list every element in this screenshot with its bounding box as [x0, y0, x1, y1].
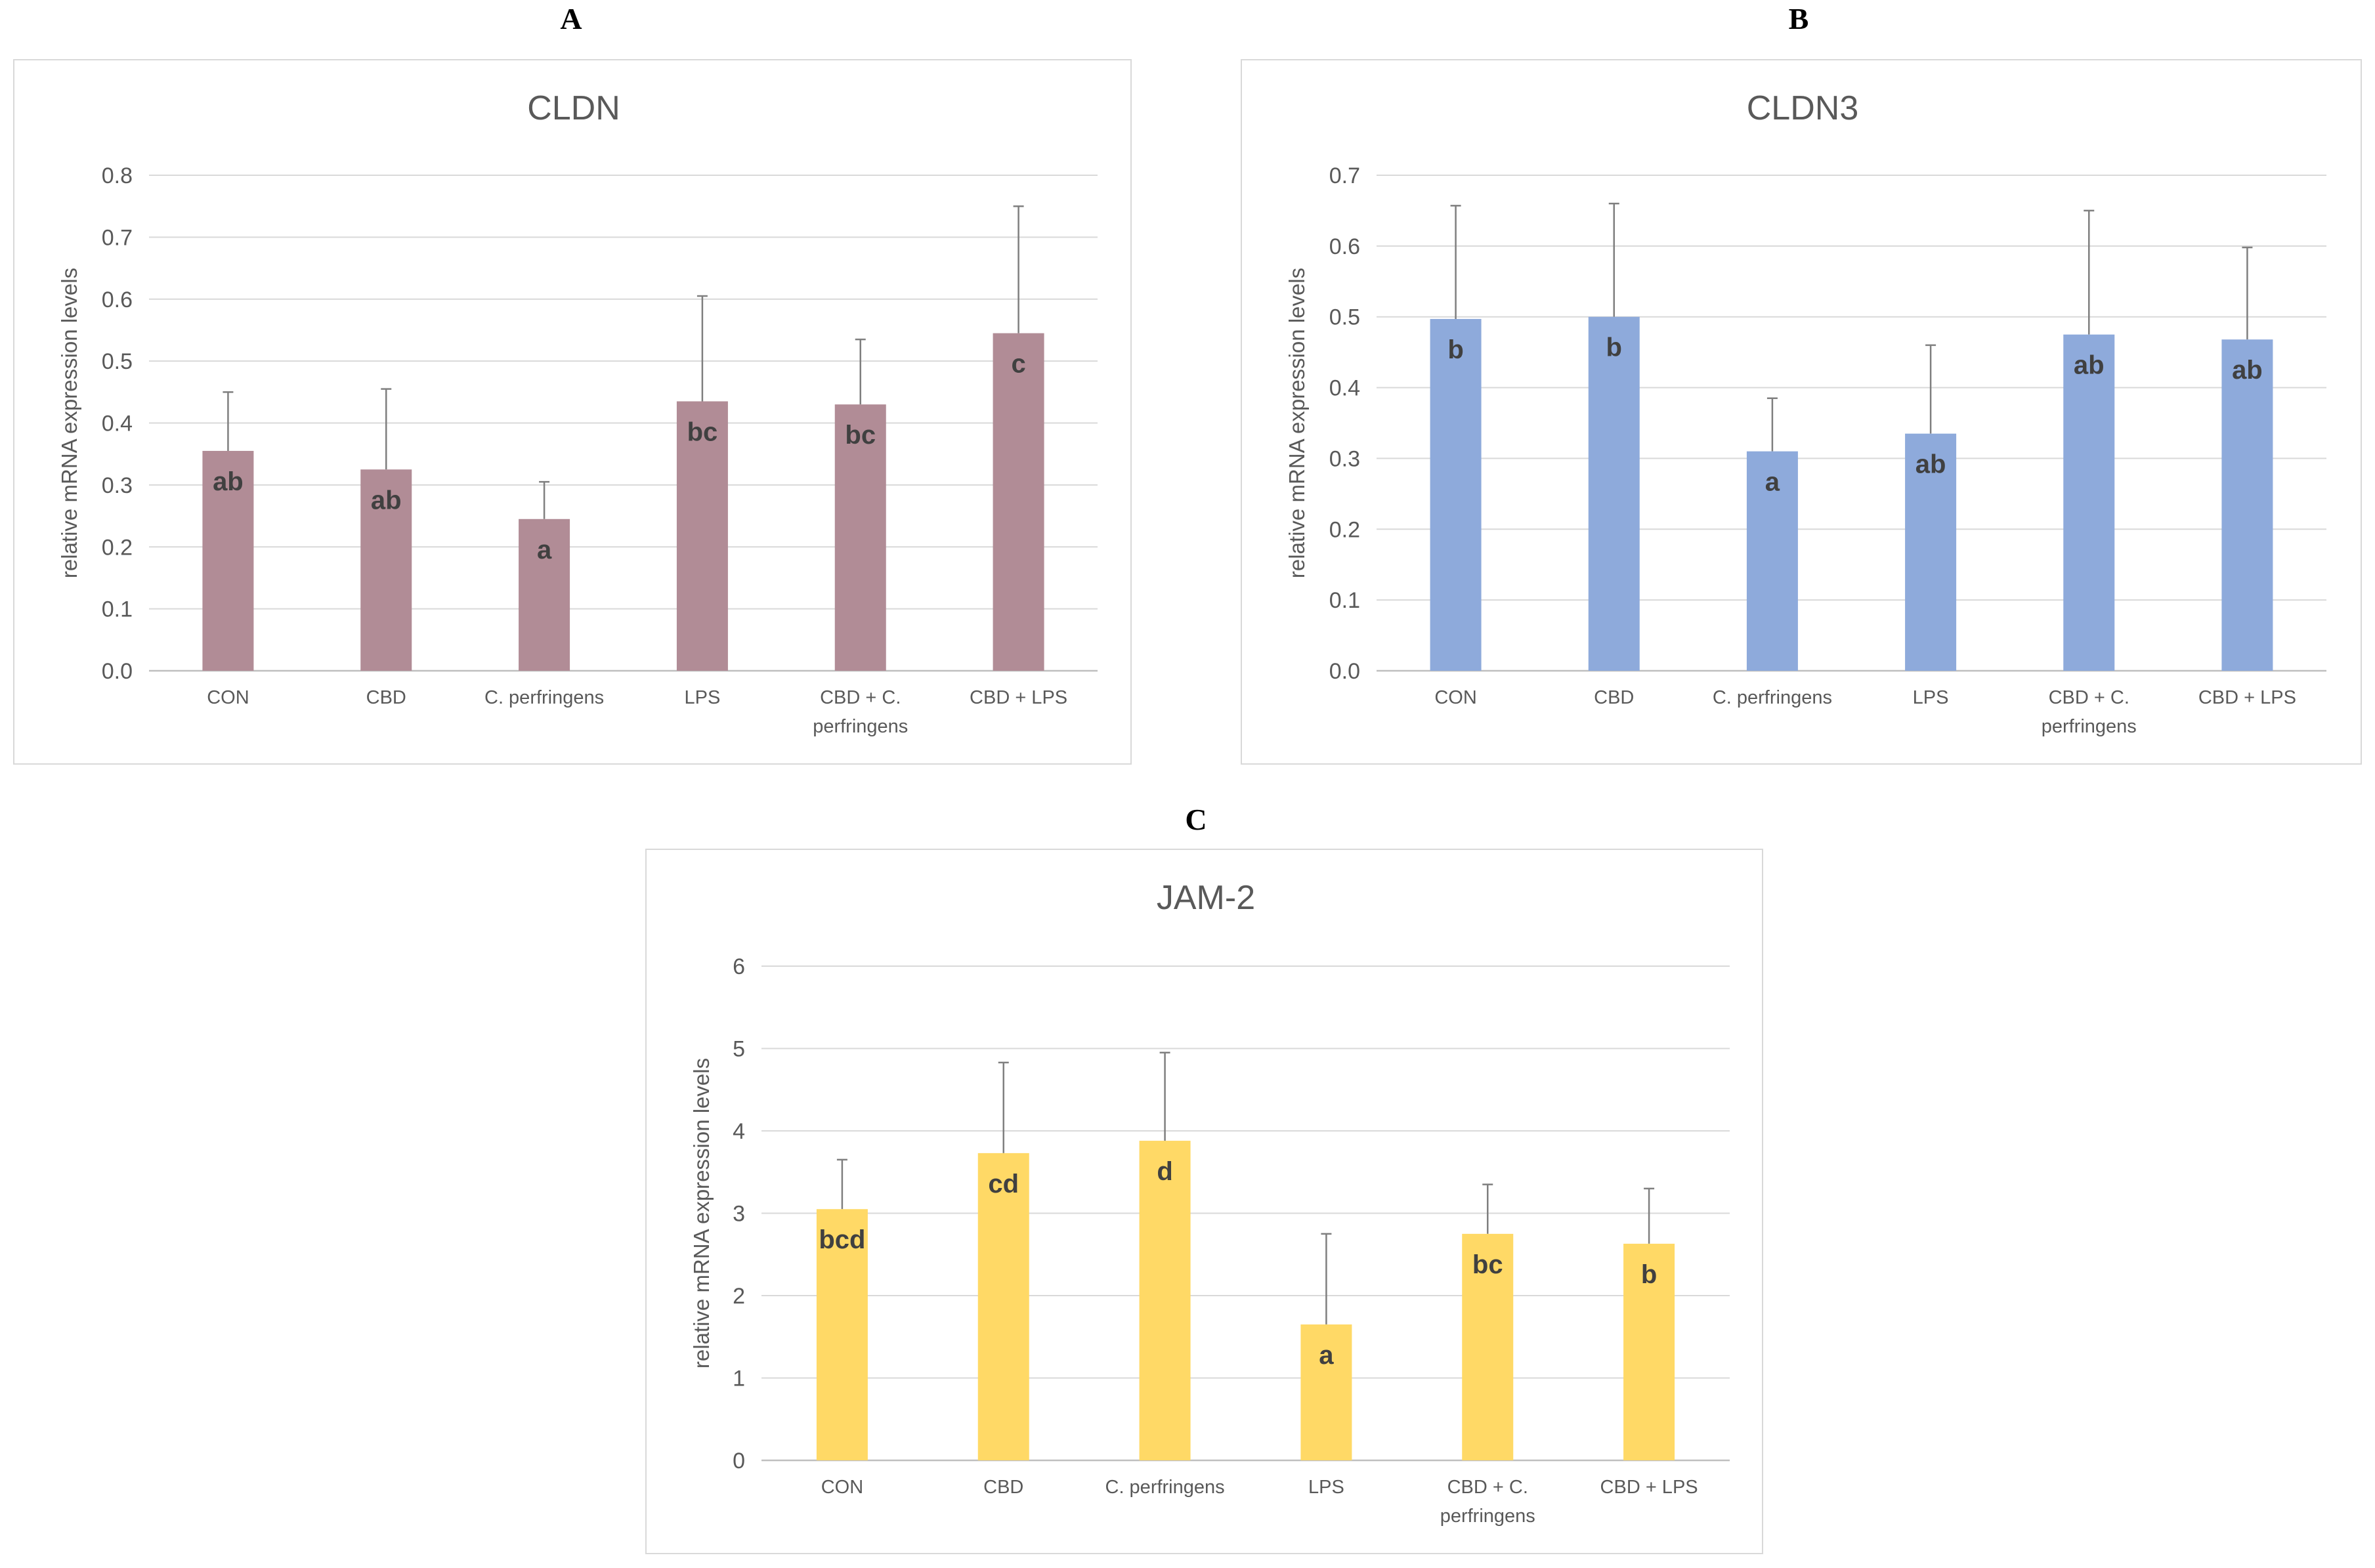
bar — [1905, 433, 1957, 671]
significance-letter: bc — [845, 421, 876, 450]
chart-title: CLDN3 — [1747, 89, 1859, 127]
y-tick-label: 0.6 — [102, 287, 133, 312]
panel-letter-b: B — [1788, 2, 1809, 35]
significance-letter: ab — [371, 486, 402, 515]
y-tick-label: 0.2 — [102, 535, 133, 560]
bar — [1588, 316, 1640, 671]
chart-title: JAM-2 — [1157, 879, 1255, 917]
y-tick-label: 0.7 — [102, 225, 133, 250]
y-tick-label: 0.6 — [1329, 234, 1360, 259]
chart-c: JAM-2 0 1 2 3 4 5 6 relative mRNA expression lev… — [645, 849, 1763, 1554]
y-tick-label: 3 — [733, 1202, 745, 1227]
category-label: CBD + C. — [820, 687, 901, 708]
category-label: CBD + LPS — [2198, 687, 2296, 708]
significance-letter: c — [1011, 350, 1025, 379]
y-tick-label: 4 — [733, 1119, 745, 1144]
significance-letter: bcd — [819, 1225, 865, 1254]
category-label: CBD + C. — [2049, 687, 2129, 708]
y-tick-label: 0.5 — [102, 349, 133, 374]
significance-letter: a — [1765, 468, 1780, 497]
bar — [1623, 1243, 1675, 1460]
bar — [1300, 1324, 1352, 1460]
category-label: LPS — [1308, 1477, 1344, 1498]
significance-letter: b — [1447, 335, 1463, 364]
significance-letter: ab — [213, 467, 244, 496]
chart-b-svg: CLDN3 0.0 0.1 0.2 0.3 0.4 0.5 0.6 0.7 relative mR… — [1285, 89, 2326, 737]
category-label: CBD + LPS — [1600, 1477, 1698, 1498]
panel-letter-a: A — [560, 2, 582, 35]
bar — [676, 401, 728, 671]
category-label: perfringens — [813, 716, 908, 737]
chart-a: CLDN 0.0 0.1 0.2 0.3 0.4 0.5 0.6 0.7 0.8 relative … — [13, 59, 1132, 765]
bar — [1139, 1141, 1191, 1460]
bar — [202, 450, 254, 671]
category-label: CBD — [983, 1477, 1023, 1498]
panel-letter-c: C — [1185, 803, 1207, 836]
y-tick-label: 6 — [733, 954, 745, 979]
category-label: CON — [1434, 687, 1476, 708]
category-label: CBD + C. — [1447, 1477, 1528, 1498]
category-label: CBD — [1594, 687, 1634, 708]
chart-b: CLDN3 0.0 0.1 0.2 0.3 0.4 0.5 0.6 0.7 relative mR… — [1241, 59, 2362, 765]
chart-c-svg: JAM-2 0 1 2 3 4 5 6 relative mRNA expression lev… — [689, 879, 1730, 1527]
bar — [1746, 451, 1798, 671]
bar — [816, 1209, 868, 1460]
bar — [360, 469, 412, 671]
category-label: CBD + LPS — [970, 687, 1067, 708]
bar — [993, 333, 1044, 671]
y-tick-label: 0.0 — [102, 659, 133, 684]
y-tick-label: 0.4 — [1329, 376, 1360, 401]
y-tick-label: 0.2 — [1329, 517, 1360, 542]
category-label: CON — [207, 687, 249, 708]
significance-letter: a — [1319, 1341, 1334, 1370]
y-tick-label: 0.3 — [1329, 446, 1360, 471]
y-axis-label: relative mRNA expression levels — [57, 268, 81, 578]
significance-letter: b — [1641, 1260, 1657, 1289]
y-tick-label: 0.5 — [1329, 305, 1360, 330]
category-label: C. perfringens — [484, 687, 604, 708]
significance-letter: ab — [2232, 356, 2263, 385]
significance-letter: d — [1157, 1157, 1172, 1186]
category-label: C. perfringens — [1105, 1477, 1225, 1498]
significance-letter: bc — [1472, 1250, 1503, 1279]
significance-letter: a — [537, 536, 552, 564]
y-axis-label: relative mRNA expression levels — [1285, 268, 1309, 578]
category-label: CON — [821, 1477, 863, 1498]
bar — [519, 519, 570, 671]
y-tick-label: 0.8 — [102, 163, 133, 188]
chart-title: CLDN — [527, 89, 620, 127]
y-tick-label: 0.1 — [102, 597, 133, 622]
significance-letter: cd — [988, 1170, 1019, 1198]
y-tick-label: 0 — [733, 1449, 745, 1473]
y-tick-label: 0.4 — [102, 412, 133, 436]
category-label: C. perfringens — [1713, 687, 1832, 708]
y-tick-label: 5 — [733, 1037, 745, 1062]
y-axis-label: relative mRNA expression levels — [689, 1058, 714, 1368]
bar — [2221, 339, 2273, 671]
bar — [2063, 334, 2115, 671]
category-label: perfringens — [1440, 1506, 1535, 1527]
bar — [977, 1153, 1029, 1460]
category-label: CBD — [366, 687, 406, 708]
y-tick-label: 1 — [733, 1367, 745, 1391]
y-tick-label: 2 — [733, 1284, 745, 1309]
y-tick-label: 0.7 — [1329, 163, 1360, 188]
significance-letter: bc — [687, 417, 718, 446]
chart-a-svg: CLDN 0.0 0.1 0.2 0.3 0.4 0.5 0.6 0.7 0.8 relative … — [57, 89, 1098, 737]
category-label: perfringens — [2042, 716, 2137, 737]
bar — [1462, 1233, 1514, 1460]
category-label: LPS — [1913, 687, 1949, 708]
bar — [1430, 318, 1482, 671]
y-tick-label: 0.1 — [1329, 588, 1360, 613]
y-tick-label: 0.0 — [1329, 659, 1360, 684]
significance-letter: ab — [2074, 351, 2105, 380]
significance-letter: b — [1606, 333, 1622, 362]
significance-letter: ab — [1915, 450, 1946, 479]
y-tick-label: 0.3 — [102, 473, 133, 498]
category-label: LPS — [685, 687, 721, 708]
bar — [834, 404, 886, 671]
